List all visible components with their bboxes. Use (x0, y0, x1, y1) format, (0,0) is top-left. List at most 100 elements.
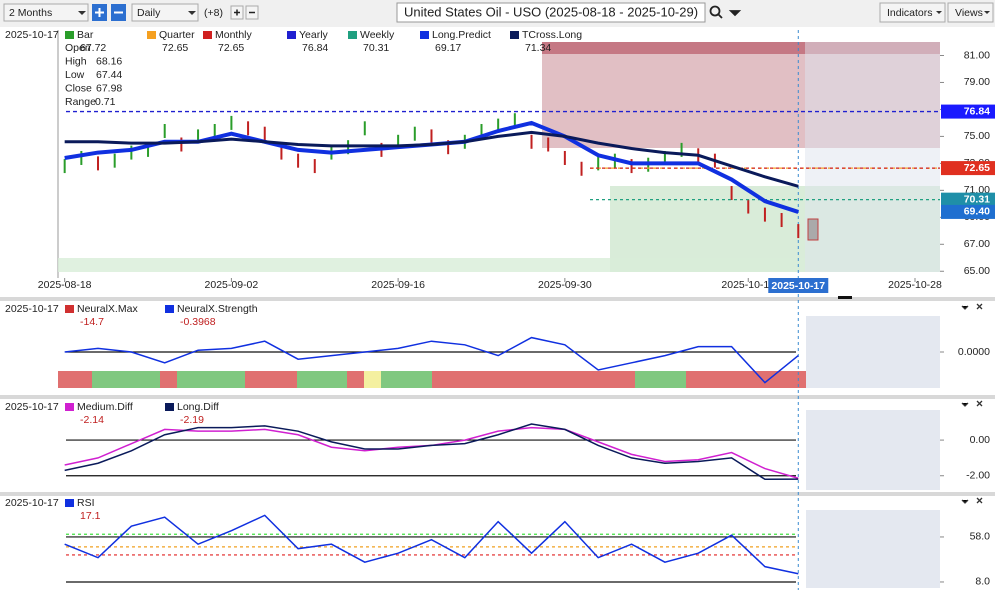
legend-swatch (65, 31, 74, 39)
legend-swatch (147, 31, 156, 39)
period: 2 Months (9, 7, 52, 19)
series-line (64, 130, 799, 188)
price-bar (230, 115, 233, 130)
search-handle (717, 10, 742, 19)
legend-swatch (510, 31, 519, 39)
plus-icon (95, 8, 104, 17)
legend-swatch (165, 305, 174, 313)
price-bar (297, 153, 300, 168)
scroll-thumb[interactable] (838, 296, 852, 299)
price-bar (280, 145, 283, 160)
offset: (+8) (204, 7, 223, 19)
period-select[interactable] (3, 3, 89, 22)
legend-name: Long.Diff (177, 401, 219, 413)
dropdown-arrow (936, 11, 942, 14)
legend-value: 72.65 (162, 42, 188, 54)
interval: Daily (137, 7, 161, 19)
price-bar (597, 156, 600, 171)
price-bar (363, 121, 366, 136)
ohlc-label: Close (65, 82, 92, 94)
price-bar (780, 213, 783, 228)
price-bar (547, 137, 550, 152)
price-tag (941, 204, 995, 219)
price-bar (180, 137, 183, 152)
price-bar (563, 150, 566, 165)
legend-swatch (348, 31, 357, 39)
ohlc-label: Open (65, 42, 91, 54)
legend-value: 67.72 (80, 42, 106, 54)
legend-value: 69.17 (435, 42, 461, 54)
price-bar (430, 129, 433, 144)
y-tick-label: 67.00 (964, 238, 990, 250)
panel-date: 2025-10-17 (5, 401, 59, 413)
price-bar (763, 207, 766, 222)
separator (0, 492, 995, 496)
future-zone (806, 316, 940, 388)
price-tag (941, 192, 995, 207)
price-bar (113, 153, 116, 168)
price-tag-label: 69.40 (964, 206, 990, 218)
cursor-box (768, 278, 829, 293)
legend-swatch (287, 31, 296, 39)
plus-icon (234, 9, 240, 16)
legend-swatch (65, 499, 74, 507)
x-tick-label: 2025-09-02 (205, 279, 259, 291)
ohlc-value: 67.98 (96, 82, 122, 94)
legend-name: NeuralX.Strength (177, 303, 258, 315)
ohlc-value: 0.71 (95, 96, 116, 108)
ohlc-value: 67.44 (96, 69, 122, 81)
price-bar (580, 161, 583, 176)
price-bar (397, 134, 400, 149)
legend-name: Yearly (299, 29, 329, 41)
legend-swatch (65, 403, 74, 411)
price-tag-label: 76.84 (964, 105, 990, 117)
price-bar (447, 140, 450, 155)
legend-value: -2.19 (180, 414, 204, 426)
legend-name: TCross.Long (522, 29, 582, 41)
ohlc-label: Range (65, 96, 96, 108)
panel-date: 2025-10-17 (5, 29, 59, 41)
y-tick-label: 58.0 (970, 531, 991, 543)
price-bar (247, 121, 250, 136)
x-tick-label: 2025-10-28 (888, 279, 942, 291)
price-tag-label: 70.31 (964, 193, 990, 205)
price-bar (530, 134, 533, 149)
price-bar (413, 126, 416, 141)
y-tick-label: 0.0000 (958, 346, 990, 358)
ohlc-value: 68.16 (96, 55, 122, 67)
x-tick-label: 2025-08-18 (38, 279, 92, 291)
dropdown-arrow (78, 11, 86, 15)
x-tick-label: 2025-09-16 (371, 279, 425, 291)
views-button[interactable] (947, 2, 994, 23)
symbol-box[interactable] (396, 2, 706, 23)
price-bar (197, 129, 200, 144)
legend-value: 70.31 (363, 42, 389, 54)
price-bar (263, 126, 266, 141)
legend-name: Monthly (215, 29, 253, 41)
panel-controls[interactable] (961, 303, 983, 504)
legend-value: -14.7 (80, 316, 104, 328)
price-bar (747, 199, 750, 214)
x-tick-label: 2025-10-14 (721, 279, 775, 291)
cursor-label: 2025-10-17 (771, 280, 825, 292)
series-line (64, 423, 799, 481)
legend-name: Weekly (360, 29, 395, 41)
interval-select[interactable] (131, 3, 199, 22)
dropdown-arrow (188, 11, 196, 15)
legend-value: 71.34 (525, 42, 551, 54)
legend-swatch (65, 305, 74, 313)
legend-swatch (165, 403, 174, 411)
views: Views (955, 7, 983, 19)
series-line (64, 514, 799, 575)
legend-swatch (420, 31, 429, 39)
legend-name: NeuralX.Max (77, 303, 138, 315)
price-tag (941, 104, 995, 119)
search-icon[interactable] (709, 5, 721, 17)
forecast-bar (807, 218, 819, 241)
price-bar (797, 224, 800, 239)
price-bar (97, 156, 100, 171)
indicators: Indicators (887, 7, 933, 19)
legend-value: -0.3968 (180, 316, 216, 328)
indicators-button[interactable] (879, 2, 946, 23)
